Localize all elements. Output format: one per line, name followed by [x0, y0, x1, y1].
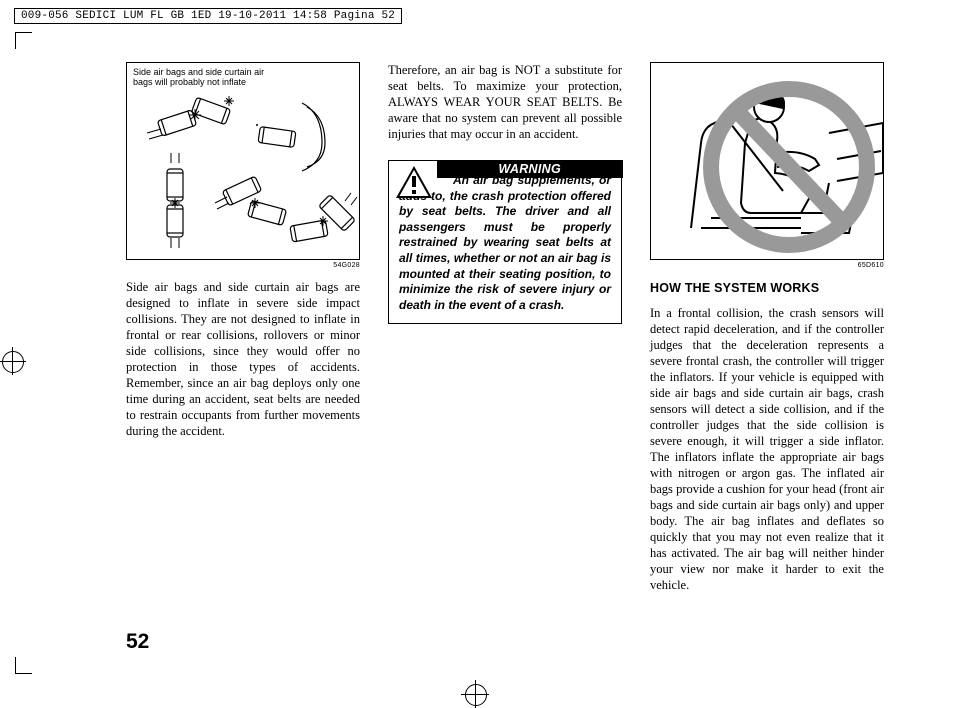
- crop-mark: [15, 32, 32, 49]
- section-heading: HOW THE SYSTEM WORKS: [650, 281, 884, 295]
- column-2: Therefore, an air bag is NOT a substitut…: [388, 62, 622, 593]
- registration-mark: [0, 347, 26, 375]
- print-header: 009-056 SEDICI LUM FL GB 1ED 19-10-2011 …: [14, 8, 402, 24]
- column-3: 65D610 HOW THE SYSTEM WORKS In a frontal…: [650, 62, 884, 593]
- content-columns: Side air bags and side curtain air bags …: [126, 62, 886, 593]
- seatbelt-prohibition: [651, 63, 884, 259]
- body-text: Side air bags and side curtain air bags …: [126, 279, 360, 439]
- figure-id: 65D610: [650, 262, 884, 269]
- body-text: In a frontal collision, the crash sensor…: [650, 305, 884, 593]
- figure-prohibition: [650, 62, 884, 260]
- warning-icon: [395, 165, 433, 199]
- page-number: 52: [126, 630, 149, 654]
- figure-caption: Side air bags and side curtain air bags …: [133, 67, 283, 88]
- crop-mark: [15, 657, 32, 674]
- column-1: Side air bags and side curtain air bags …: [126, 62, 360, 593]
- manual-page: 009-056 SEDICI LUM FL GB 1ED 19-10-2011 …: [0, 0, 954, 706]
- collision-diagram: [127, 63, 360, 259]
- figure-id: 54G028: [126, 262, 360, 269]
- warning-header: WARNING: [437, 160, 623, 178]
- registration-mark: [461, 680, 489, 708]
- figure-collisions: Side air bags and side curtain air bags …: [126, 62, 360, 260]
- body-text: Therefore, an air bag is NOT a substitut…: [388, 62, 622, 142]
- warning-box: WARNING An air bag supplements, or adds …: [388, 160, 622, 324]
